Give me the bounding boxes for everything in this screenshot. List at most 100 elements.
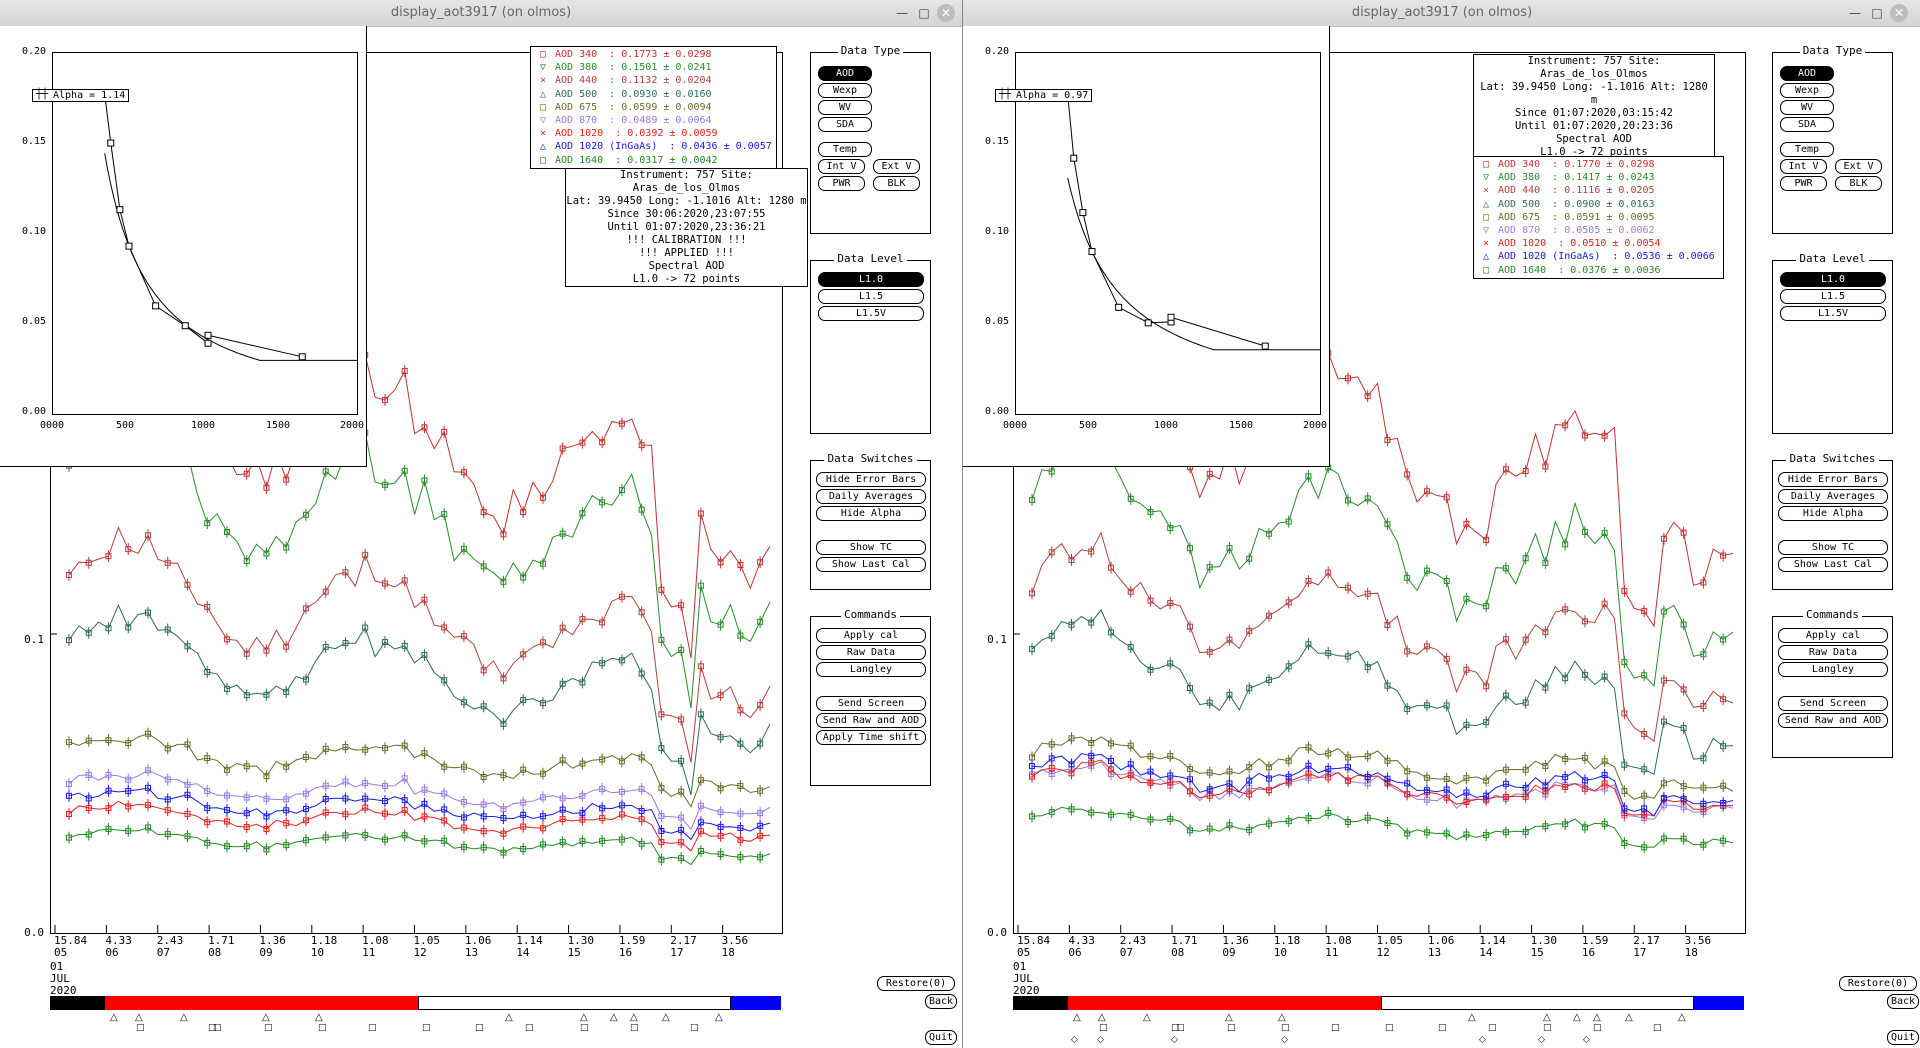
ext-v-button[interactable]: Ext V bbox=[873, 159, 920, 174]
inset-x-tick: 0000 bbox=[40, 420, 65, 431]
hide-error-bars-button[interactable]: Hide Error Bars bbox=[816, 472, 926, 487]
hide-alpha-button[interactable]: Hide Alpha bbox=[816, 506, 926, 521]
maximize-icon[interactable]: □ bbox=[1871, 6, 1883, 20]
aod-point bbox=[125, 740, 132, 747]
back-button[interactable]: Back bbox=[925, 994, 957, 1009]
temp-button[interactable]: Temp bbox=[818, 142, 872, 157]
aod-point bbox=[1147, 753, 1154, 760]
blk-button[interactable]: BLK bbox=[1835, 176, 1882, 191]
apply-time-shift-button[interactable]: Apply Time shift bbox=[816, 730, 926, 745]
aod-point bbox=[85, 804, 92, 811]
quit-button[interactable]: Quit bbox=[925, 1030, 957, 1045]
l15-button[interactable]: L1.5 bbox=[818, 289, 924, 304]
pwr-button[interactable]: PWR bbox=[1780, 176, 1827, 191]
aod-point bbox=[697, 848, 704, 855]
aod-point bbox=[1048, 468, 1055, 475]
aod-point bbox=[1522, 467, 1529, 474]
restore-button[interactable]: Restore(0) bbox=[1839, 976, 1917, 991]
l15-button[interactable]: L1.5 bbox=[1780, 289, 1886, 304]
show-tc-button[interactable]: Show TC bbox=[1778, 540, 1888, 555]
pwr-button[interactable]: PWR bbox=[818, 176, 865, 191]
aod-point bbox=[144, 767, 151, 774]
aod-point bbox=[223, 685, 230, 692]
maximize-icon[interactable]: □ bbox=[918, 6, 930, 20]
l15v-button[interactable]: L1.5V bbox=[818, 306, 924, 321]
send-screen-button[interactable]: Send Screen bbox=[1778, 696, 1888, 711]
aod-point bbox=[362, 795, 369, 802]
daily-averages-button[interactable]: Daily Averages bbox=[1778, 489, 1888, 504]
aod-point bbox=[1364, 664, 1371, 671]
time-bar-selected[interactable] bbox=[105, 996, 418, 1010]
aod-point bbox=[1641, 844, 1648, 851]
info-line: !!! CALIBRATION !!! bbox=[626, 234, 747, 246]
aod-button[interactable]: AOD bbox=[818, 66, 872, 81]
sda-button[interactable]: SDA bbox=[818, 117, 872, 132]
close-icon[interactable]: ✕ bbox=[1890, 4, 1908, 22]
raw-data-button[interactable]: Raw Data bbox=[1778, 645, 1888, 660]
aod-point bbox=[1502, 829, 1509, 836]
langley-button[interactable]: Langley bbox=[1778, 662, 1888, 677]
minimize-icon[interactable]: — bbox=[1849, 6, 1861, 20]
close-icon[interactable]: ✕ bbox=[937, 4, 955, 22]
aod-point bbox=[1029, 646, 1035, 653]
aod-point bbox=[164, 807, 171, 814]
aod-point bbox=[401, 797, 408, 804]
info-line: Until 01:07:2020,20:23:36 bbox=[1514, 120, 1674, 132]
back-button[interactable]: Back bbox=[1887, 994, 1919, 1009]
int-v-button[interactable]: Int V bbox=[818, 159, 865, 174]
aod-point bbox=[1522, 766, 1529, 773]
aod-point bbox=[1641, 792, 1648, 799]
wexp-button[interactable]: Wexp bbox=[1780, 83, 1834, 98]
sda-button[interactable]: SDA bbox=[1780, 117, 1834, 132]
minimize-icon[interactable]: — bbox=[896, 6, 908, 20]
aod-point bbox=[243, 692, 250, 699]
legend-label: AOD 1020 (InGaAs) : 0.0436 ± 0.0057 bbox=[555, 141, 772, 153]
aod-point bbox=[559, 680, 566, 687]
legend-label: AOD 1640 : 0.0376 ± 0.0036 bbox=[1498, 264, 1661, 276]
raw-data-button[interactable]: Raw Data bbox=[816, 645, 926, 660]
time-bar-rest[interactable] bbox=[418, 996, 731, 1010]
aod-point bbox=[1700, 841, 1707, 848]
aod-point bbox=[618, 593, 625, 600]
aod-time-series-plot[interactable] bbox=[1013, 52, 1746, 934]
send-raw-aod-button[interactable]: Send Raw and AOD bbox=[816, 713, 926, 728]
hide-alpha-button[interactable]: Hide Alpha bbox=[1778, 506, 1888, 521]
aod-point bbox=[658, 839, 665, 846]
send-screen-button[interactable]: Send Screen bbox=[816, 696, 926, 711]
restore-button[interactable]: Restore(0) bbox=[877, 976, 955, 991]
aod-point bbox=[1068, 621, 1075, 628]
x-tick-hour: 09 bbox=[259, 946, 273, 959]
hide-error-bars-button[interactable]: Hide Error Bars bbox=[1778, 472, 1888, 487]
time-bar-rest[interactable] bbox=[1381, 996, 1694, 1010]
aod-point bbox=[263, 647, 270, 654]
temp-button[interactable]: Temp bbox=[1780, 142, 1834, 157]
langley-button[interactable]: Langley bbox=[816, 662, 926, 677]
blk-button[interactable]: BLK bbox=[873, 176, 920, 191]
wv-button[interactable]: WV bbox=[1780, 100, 1834, 115]
aod-button[interactable]: AOD bbox=[1780, 66, 1834, 81]
aod-point bbox=[85, 771, 92, 778]
titlebar-right[interactable]: display_aot3917 (on olmos) — □ ✕ bbox=[963, 0, 1920, 27]
daily-averages-button[interactable]: Daily Averages bbox=[816, 489, 926, 504]
send-raw-aod-button[interactable]: Send Raw and AOD bbox=[1778, 713, 1888, 728]
l10-button[interactable]: L1.0 bbox=[1780, 272, 1886, 287]
show-last-cal-button[interactable]: Show Last Cal bbox=[816, 557, 926, 572]
quit-button[interactable]: Quit bbox=[1887, 1030, 1919, 1045]
aod-point bbox=[401, 577, 408, 584]
l15v-button[interactable]: L1.5V bbox=[1780, 306, 1886, 321]
titlebar-left[interactable]: display_aot3917 (on olmos) — □ ✕ bbox=[0, 0, 962, 27]
apply-cal-button[interactable]: Apply cal bbox=[1778, 628, 1888, 643]
ext-v-button[interactable]: Ext V bbox=[1835, 159, 1882, 174]
aod-point bbox=[1720, 552, 1727, 559]
x-tick-hour: 15 bbox=[567, 946, 581, 959]
aod-point bbox=[638, 840, 645, 847]
aod-point bbox=[480, 801, 487, 808]
show-last-cal-button[interactable]: Show Last Cal bbox=[1778, 557, 1888, 572]
wv-button[interactable]: WV bbox=[818, 100, 872, 115]
apply-cal-button[interactable]: Apply cal bbox=[816, 628, 926, 643]
int-v-button[interactable]: Int V bbox=[1780, 159, 1827, 174]
show-tc-button[interactable]: Show TC bbox=[816, 540, 926, 555]
l10-button[interactable]: L1.0 bbox=[818, 272, 924, 287]
wexp-button[interactable]: Wexp bbox=[818, 83, 872, 98]
time-bar-selected[interactable] bbox=[1068, 996, 1381, 1010]
